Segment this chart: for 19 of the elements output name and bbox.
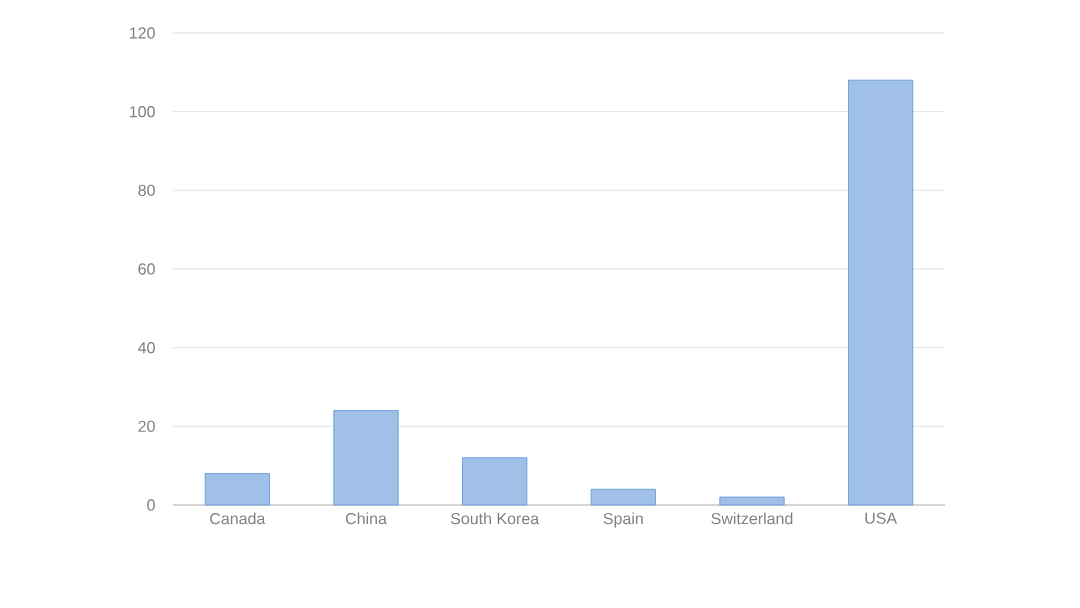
bar (590, 488, 656, 506)
y-tick-label: 80 (138, 184, 155, 196)
x-tick-label: South Korea (450, 512, 540, 525)
y-tick-label: 120 (130, 27, 155, 39)
y-tick-label: 0 (147, 499, 155, 511)
y-tick-label: 20 (138, 420, 155, 432)
bar (462, 457, 528, 506)
x-tick-label: Switzerland (711, 512, 793, 525)
bar (333, 410, 399, 506)
bar (848, 79, 914, 506)
y-tick-label: 60 (138, 263, 155, 275)
y-tick-label: 100 (130, 106, 155, 118)
bar (719, 496, 785, 506)
bar (204, 473, 270, 506)
y-tick-label: 40 (138, 342, 155, 354)
x-tick-label: China (345, 512, 387, 525)
x-tick-label: Spain (603, 512, 643, 528)
x-tick-label: Canada (210, 512, 266, 525)
x-tick-label: USA (865, 512, 898, 524)
